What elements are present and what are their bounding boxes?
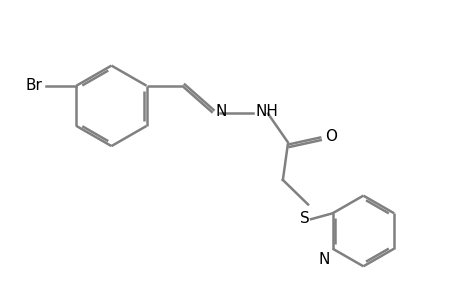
Text: O: O (325, 129, 336, 144)
Text: N: N (318, 252, 330, 267)
Text: NH: NH (255, 104, 278, 119)
Text: S: S (300, 211, 309, 226)
Text: Br: Br (25, 78, 42, 93)
Text: N: N (215, 104, 226, 119)
